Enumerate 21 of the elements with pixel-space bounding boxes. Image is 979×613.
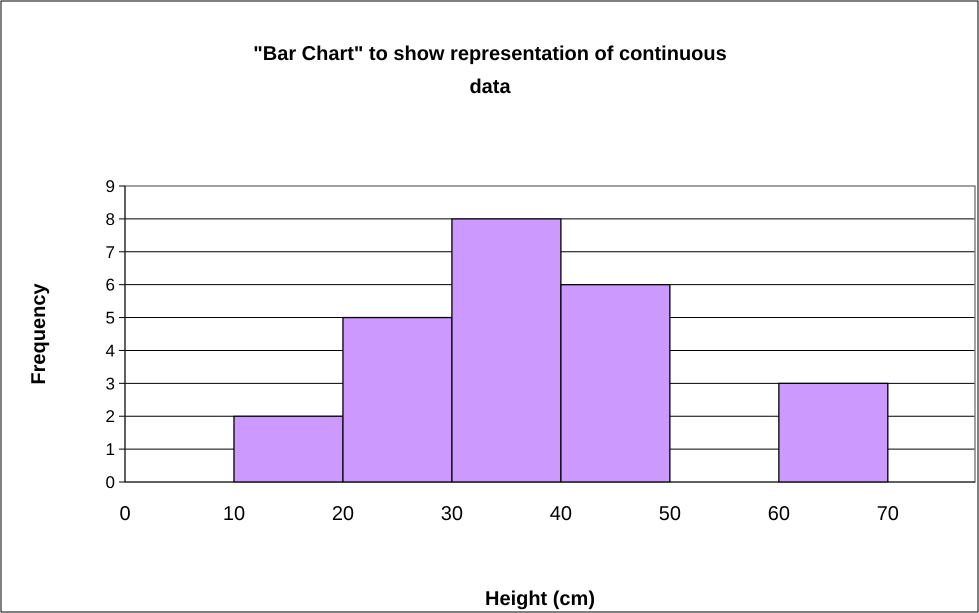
x-tick-label: 40 (550, 503, 572, 525)
y-tick-label: 1 (106, 440, 115, 460)
x-tick-label: 0 (119, 503, 131, 525)
x-tick-label: 50 (658, 503, 681, 525)
chart-title: "Bar Chart" to show representation of continuous data (253, 43, 727, 98)
x-tick-label: 60 (768, 503, 790, 525)
x-tick-label: 10 (222, 503, 246, 525)
y-tick-label: 3 (106, 374, 115, 394)
x-tick-label: 70 (876, 503, 899, 525)
y-tick-label: 2 (106, 407, 115, 426)
y-tick-label: 0 (106, 473, 115, 492)
y-axis-title: Frequency (28, 282, 50, 385)
y-tick-label: 7 (106, 242, 115, 262)
x-axis-title: Height (cm) (485, 588, 595, 610)
y-tick-label: 5 (106, 308, 115, 328)
y-tick-label: 8 (106, 210, 115, 229)
x-tick-label: 20 (332, 503, 354, 525)
y-tick-label: 6 (106, 276, 115, 295)
y-tick-label: 9 (106, 177, 115, 196)
y-tick-label: 4 (106, 341, 115, 360)
x-tick-label: 30 (440, 503, 464, 525)
